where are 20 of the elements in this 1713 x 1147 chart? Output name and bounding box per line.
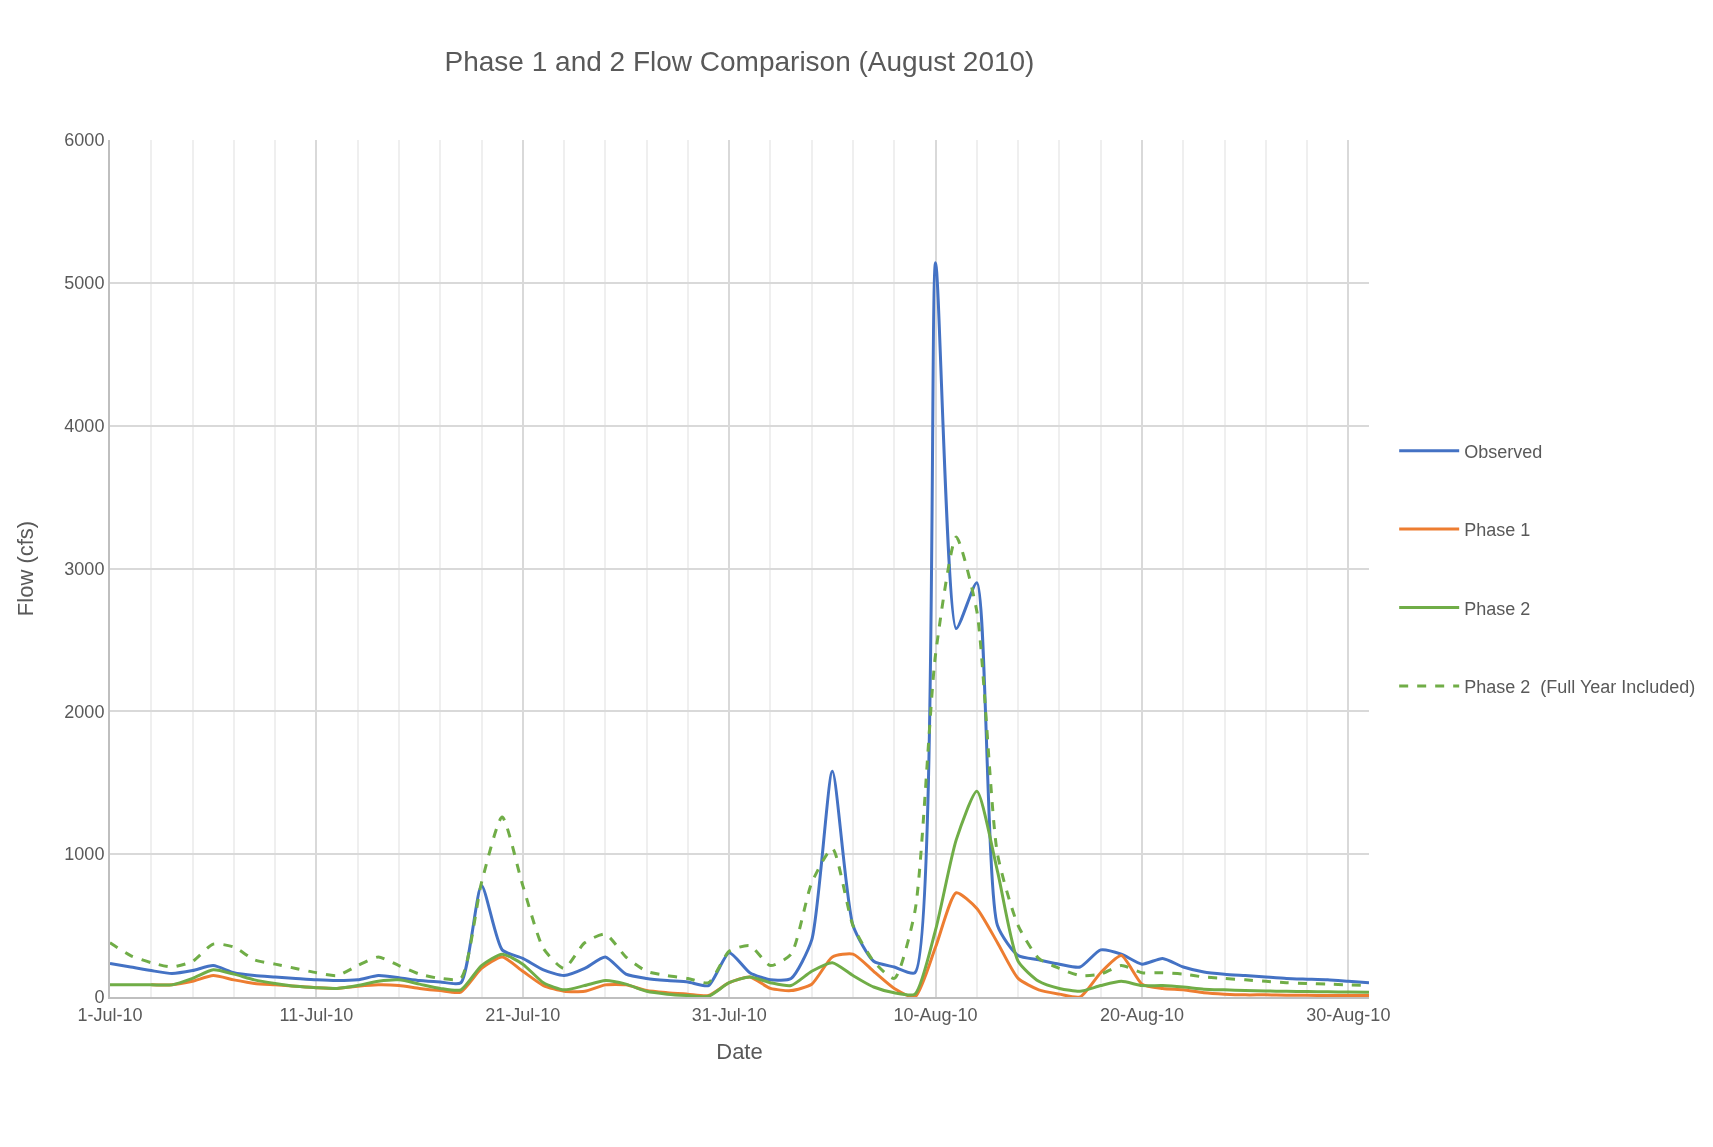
y-tick-label: 4000 bbox=[64, 415, 105, 436]
y-axis-title: Flow (cfs) bbox=[12, 520, 38, 617]
y-tick-label: 1000 bbox=[64, 844, 105, 865]
legend-label: Phase 2 (Full Year Included) bbox=[1464, 676, 1696, 697]
x-axis-title: Date bbox=[716, 1039, 763, 1064]
line-series bbox=[110, 261, 1369, 988]
x-tick-label: 11-Jul-10 bbox=[279, 1004, 354, 1025]
x-tick-label: 30-Aug-10 bbox=[1306, 1004, 1391, 1025]
legend-label: Phase 1 bbox=[1464, 520, 1531, 541]
y-tick-label: 5000 bbox=[64, 273, 105, 294]
x-tick-label: 10-Aug-10 bbox=[893, 1004, 978, 1025]
chart-title: Phase 1 and 2 Flow Comparison (August 2010) bbox=[444, 46, 1035, 78]
y-tick-label: 2000 bbox=[64, 701, 105, 722]
y-tick-label: 6000 bbox=[64, 130, 105, 151]
legend-label: Observed bbox=[1464, 441, 1543, 462]
y-tick-label: 3000 bbox=[64, 558, 105, 579]
x-tick-label: 31-Jul-10 bbox=[691, 1004, 767, 1025]
legend-label: Phase 2 bbox=[1464, 598, 1531, 619]
x-tick-label: 20-Aug-10 bbox=[1099, 1004, 1184, 1025]
x-tick-label: 21-Jul-10 bbox=[485, 1004, 561, 1025]
